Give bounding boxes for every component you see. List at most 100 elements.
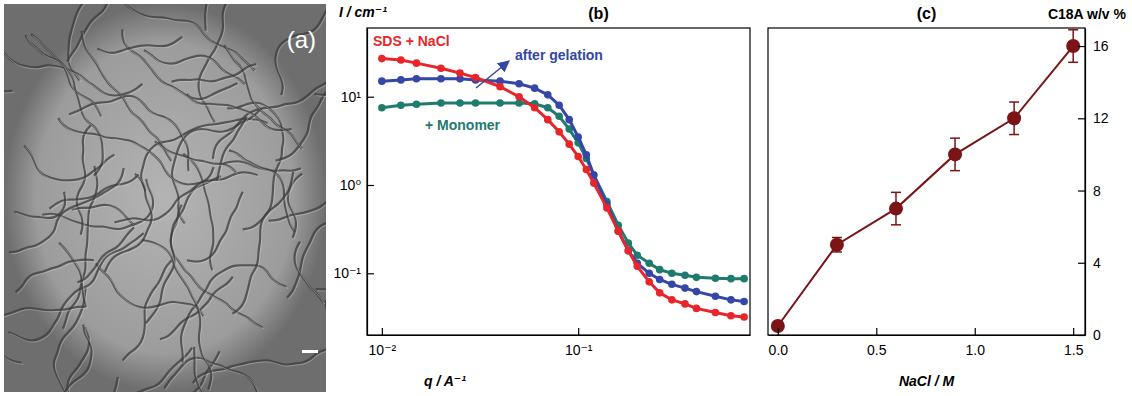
tick-mark xyxy=(1073,328,1074,335)
tick: 10¹ xyxy=(341,89,374,105)
tick-mark xyxy=(1078,335,1085,336)
texture-worm xyxy=(4,325,92,392)
texture-worm-edge xyxy=(143,242,212,391)
data-point xyxy=(712,309,720,317)
y-axis-title: I / cm⁻¹ xyxy=(339,4,387,20)
texture-worm-edge xyxy=(183,267,288,364)
series xyxy=(378,55,748,321)
image-texture xyxy=(4,4,326,392)
texture-worm-edge xyxy=(4,308,87,322)
texture-worm-edge xyxy=(44,180,155,230)
texture-worm xyxy=(295,242,324,303)
texture-worm xyxy=(136,4,210,31)
data-point xyxy=(583,166,591,174)
panel-line: 0.00.51.01.50481216(c)C18A w/v %NaCl / M xyxy=(768,5,1127,389)
data-point xyxy=(740,298,748,306)
texture-worm-edge xyxy=(124,262,173,362)
data-point xyxy=(574,153,582,161)
data-point xyxy=(590,179,598,187)
data-point xyxy=(544,116,552,124)
texture-worm-edge xyxy=(4,326,93,392)
data-point xyxy=(614,227,622,235)
tick-mark xyxy=(1078,46,1085,47)
data-point xyxy=(555,101,563,109)
tick: 10⁰ xyxy=(340,177,374,193)
data-point xyxy=(515,80,523,88)
axis-line xyxy=(769,335,1086,336)
axis-line xyxy=(1085,29,1086,336)
error-bar-cap xyxy=(1068,29,1078,31)
data-point xyxy=(948,147,962,161)
data-point xyxy=(472,99,480,107)
tick-label: 12 xyxy=(1093,110,1109,126)
tick: 0.0 xyxy=(769,328,789,358)
data-point xyxy=(668,281,676,289)
texture-worm-edge xyxy=(73,206,136,227)
tick-label: 16 xyxy=(1093,38,1109,54)
data-point xyxy=(583,151,591,159)
data-point xyxy=(574,133,582,141)
tick-label: 4 xyxy=(1093,255,1101,271)
texture-worm-edge xyxy=(83,32,173,162)
texture-worm-edge xyxy=(78,127,92,236)
texture-worm-edge xyxy=(55,290,87,392)
texture-worm-edge xyxy=(61,244,88,308)
data-point xyxy=(544,104,552,112)
data-point xyxy=(740,313,748,321)
series-label: after gelation xyxy=(515,47,603,63)
data-point xyxy=(1007,111,1021,125)
data-point xyxy=(681,271,689,279)
tick: 1.5 xyxy=(1064,328,1084,358)
data-point xyxy=(565,140,573,148)
texture-worm-edge xyxy=(79,229,135,284)
axis-line xyxy=(367,29,368,336)
texture-worm xyxy=(217,116,247,180)
figure: (a)10⁻²10⁻¹10⁻¹10⁰10¹(b)I / cm⁻¹q / A⁻¹+… xyxy=(0,0,1132,396)
data-point xyxy=(727,275,735,283)
data-point xyxy=(656,276,664,284)
axis-line xyxy=(368,335,751,336)
data-point xyxy=(681,300,689,308)
tick-label: 10⁻¹ xyxy=(565,342,593,358)
texture-worm xyxy=(84,348,192,392)
data-point xyxy=(614,227,622,235)
tick: 12 xyxy=(1078,110,1109,126)
texture-worm xyxy=(100,377,118,392)
data-point xyxy=(740,275,748,283)
texture-worm-edge xyxy=(317,197,326,291)
data-point xyxy=(555,128,563,136)
data-point xyxy=(633,262,641,270)
annotation-arrow xyxy=(476,61,509,88)
texture-worm-edge xyxy=(172,206,264,329)
texture-worm xyxy=(316,196,326,290)
texture-worm xyxy=(164,358,270,392)
tick-mark xyxy=(975,328,976,335)
plot-marks xyxy=(771,30,1080,333)
texture-worm xyxy=(183,154,213,270)
error-bar-cap xyxy=(891,192,901,194)
panel-letter: (a) xyxy=(287,26,316,53)
texture-worm-edge xyxy=(11,170,125,254)
texture-worm xyxy=(187,192,243,262)
texture-worm-edge xyxy=(27,37,103,118)
panel-title: (b) xyxy=(588,5,608,22)
data-point xyxy=(712,274,720,282)
texture-worm-edge xyxy=(99,38,184,54)
scale-bar xyxy=(302,350,318,353)
data-point xyxy=(656,289,664,297)
tick-label: 10⁰ xyxy=(340,177,362,193)
tick-label: 10⁻¹ xyxy=(333,265,361,281)
texture-worm xyxy=(315,94,326,145)
data-point xyxy=(456,99,464,107)
x-axis: 0.00.51.01.5 xyxy=(769,328,1086,358)
series-line xyxy=(778,46,1073,326)
x-axis: 10⁻²10⁻¹ xyxy=(368,328,751,358)
texture-worm-edge xyxy=(4,92,14,124)
tick-mark xyxy=(367,185,374,186)
data-point xyxy=(668,269,676,277)
tick-label: 8 xyxy=(1093,183,1101,199)
data-point xyxy=(531,84,539,92)
x-axis-title: q / A⁻¹ xyxy=(424,373,466,389)
texture-worm-edge xyxy=(106,175,153,273)
data-point xyxy=(515,93,523,101)
